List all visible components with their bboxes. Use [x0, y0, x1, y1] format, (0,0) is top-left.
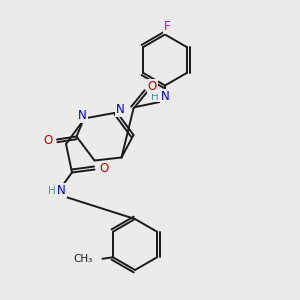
Text: H: H — [151, 92, 159, 102]
Text: H: H — [48, 185, 56, 196]
Text: F: F — [164, 20, 171, 33]
Text: N: N — [116, 103, 124, 116]
Text: O: O — [148, 80, 157, 93]
Text: O: O — [100, 162, 109, 176]
Text: CH₃: CH₃ — [74, 254, 93, 264]
Text: N: N — [78, 109, 87, 122]
Text: N: N — [57, 184, 66, 197]
Text: O: O — [44, 134, 52, 147]
Text: N: N — [161, 90, 170, 103]
